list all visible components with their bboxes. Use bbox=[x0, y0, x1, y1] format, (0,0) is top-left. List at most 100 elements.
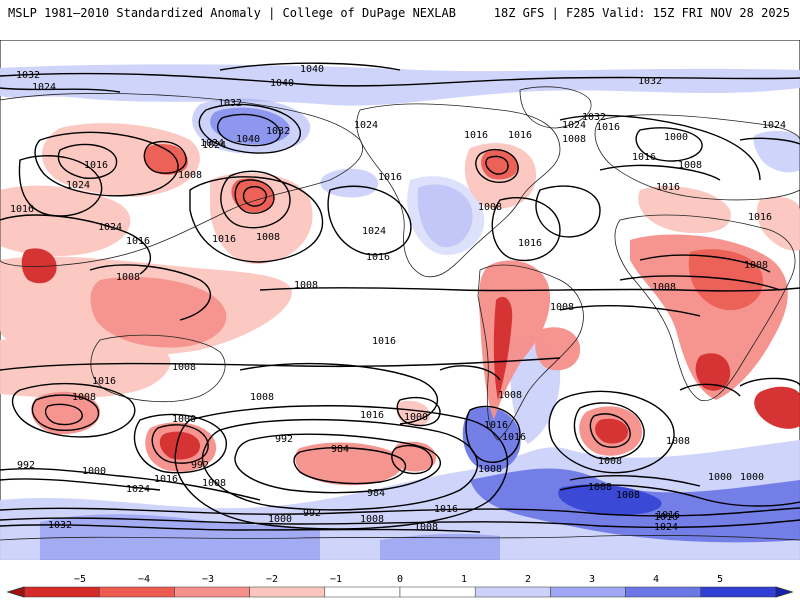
contour-label: 1008 bbox=[744, 260, 768, 271]
isobar-labels: 1032 1024 1040 1040 1032 1032 1040 1024 … bbox=[10, 64, 786, 533]
contour-label: 984 bbox=[367, 488, 385, 499]
contour-label: 1000 bbox=[664, 132, 688, 143]
isobar-1016-africa bbox=[619, 275, 781, 291]
contour-label: 1024 bbox=[200, 138, 224, 149]
colorbar-tick-label: 2 bbox=[525, 574, 531, 585]
contour-label: 1016 bbox=[434, 504, 458, 515]
southern-africa-low bbox=[695, 353, 731, 391]
isobar-1000-iceland bbox=[635, 127, 703, 162]
contour-label: 1016 bbox=[10, 204, 34, 215]
isobar-1032-arctic bbox=[0, 72, 800, 87]
contour-label: 1000 bbox=[82, 466, 106, 477]
contour-label: 1032 bbox=[16, 70, 40, 81]
contour-label: 1016 bbox=[92, 376, 116, 387]
north-america-coast bbox=[356, 103, 561, 278]
contour-label: 1008 bbox=[478, 464, 502, 475]
scandinavia-low bbox=[143, 143, 188, 175]
south-indian-ocean-low bbox=[31, 391, 101, 435]
south-pacific-anomaly bbox=[380, 533, 500, 560]
colorbar-swatch bbox=[249, 586, 326, 598]
contour-label: 1016 bbox=[372, 336, 396, 347]
colorbar-swatch bbox=[399, 586, 476, 598]
contour-label: 1016 bbox=[84, 160, 108, 171]
isobar-1008-south-indian bbox=[11, 382, 136, 438]
isobar-1008-south-indian-east bbox=[739, 377, 800, 387]
contour-label: 1008 bbox=[116, 272, 140, 283]
south-indian-ocean-low-2-core bbox=[159, 431, 200, 460]
contour-label: 1008 bbox=[72, 392, 96, 403]
isobar-1016-subtropical-south bbox=[0, 357, 561, 371]
contour-label: 1000 bbox=[404, 412, 428, 423]
isobar-1024-west bbox=[0, 87, 121, 93]
south-indian-ocean-east-low bbox=[754, 386, 800, 429]
isobar-992-south-indian bbox=[44, 403, 83, 426]
isobar-992-south-indian-2 bbox=[151, 424, 209, 464]
colorbar-swatch bbox=[174, 586, 250, 598]
isobar-1040-arctic bbox=[219, 62, 401, 71]
isobar-1016-south-pacific bbox=[239, 362, 439, 425]
contour-label: 1016 bbox=[632, 152, 656, 163]
contour-label: 1008 bbox=[478, 202, 502, 213]
contour-label: 1016 bbox=[748, 212, 772, 223]
isobar-1008-atlantic bbox=[491, 197, 561, 262]
contour-label: 1008 bbox=[172, 362, 196, 373]
contour-label: 992 bbox=[303, 508, 321, 519]
contour-label: 1000 bbox=[708, 472, 732, 483]
contour-label: 1008 bbox=[498, 390, 522, 401]
isobar-great-lakes-low-2 bbox=[485, 155, 509, 175]
isobar-1008-equatorial bbox=[259, 286, 800, 292]
australia-coast bbox=[90, 334, 226, 403]
isobar-1008-antarctic-east bbox=[569, 475, 701, 487]
isobar-1024-antarctic bbox=[0, 517, 800, 528]
isobar-1008-scandinavia bbox=[143, 140, 187, 174]
contour-label: 1032 bbox=[218, 98, 242, 109]
colorbar-left-arrow bbox=[6, 586, 25, 598]
isobar-great-lakes-low bbox=[475, 148, 519, 184]
maritime-continent-anomaly bbox=[90, 276, 227, 348]
isobar-1016-south-america bbox=[439, 365, 501, 381]
japan-anomaly bbox=[757, 196, 800, 251]
colorbar-swatch bbox=[98, 586, 175, 598]
isobar-1008-south-atlantic bbox=[548, 390, 675, 474]
contour-label: 1008 bbox=[550, 302, 574, 313]
colorbar-tick-label: 3 bbox=[589, 574, 595, 585]
contour-label: 1000 bbox=[172, 414, 196, 425]
colorbar-tick-label: −3 bbox=[202, 574, 214, 585]
contour-label: 1008 bbox=[414, 522, 438, 533]
colorbar-tick-label: 4 bbox=[653, 574, 659, 585]
contour-label: 1040 bbox=[300, 64, 324, 75]
isobar-1024-pacific-high bbox=[327, 185, 412, 256]
contour-label: 1008 bbox=[250, 392, 274, 403]
isobar-1008-tropical-west bbox=[89, 264, 212, 321]
isobar-contours bbox=[0, 62, 800, 533]
africa-anomaly-core bbox=[688, 249, 764, 311]
isobar-1016-south-africa bbox=[679, 383, 741, 397]
colorbar-tick-label: −4 bbox=[138, 574, 150, 585]
colorbar-right-arrow bbox=[775, 586, 794, 598]
contour-label: 1016 bbox=[154, 474, 178, 485]
colorbar-tick-label: 1 bbox=[461, 574, 467, 585]
contour-label: 1016 bbox=[484, 420, 508, 431]
isobar-1008-asia bbox=[57, 143, 118, 179]
contour-label: 1000 bbox=[268, 514, 292, 525]
isobar-siberia-high-inner bbox=[217, 113, 281, 147]
contour-label: 1016 bbox=[656, 510, 680, 521]
contour-label: 1024 bbox=[562, 120, 586, 131]
colorbar-swatch bbox=[324, 586, 401, 598]
contour-label: 1008 bbox=[652, 282, 676, 293]
contour-label: 1024 bbox=[354, 120, 378, 131]
contour-label: 1008 bbox=[294, 280, 318, 291]
colorbar-tick-label: −1 bbox=[330, 574, 342, 585]
europe-coast bbox=[594, 114, 800, 201]
contour-label: 1016 bbox=[378, 172, 402, 183]
isobar-1000-south-indian bbox=[31, 394, 100, 431]
contour-label: 992 bbox=[275, 434, 293, 445]
contour-label: 1016 bbox=[366, 252, 390, 263]
contour-label: 1032 bbox=[48, 520, 72, 531]
colorbar-tick-label: −2 bbox=[266, 574, 278, 585]
contour-label: 984 bbox=[331, 444, 349, 455]
central-asia-anomaly bbox=[0, 185, 131, 257]
contour-label: 1016 bbox=[360, 410, 384, 421]
south-pacific-low-east bbox=[393, 441, 436, 472]
contour-label: 992 bbox=[191, 460, 209, 471]
